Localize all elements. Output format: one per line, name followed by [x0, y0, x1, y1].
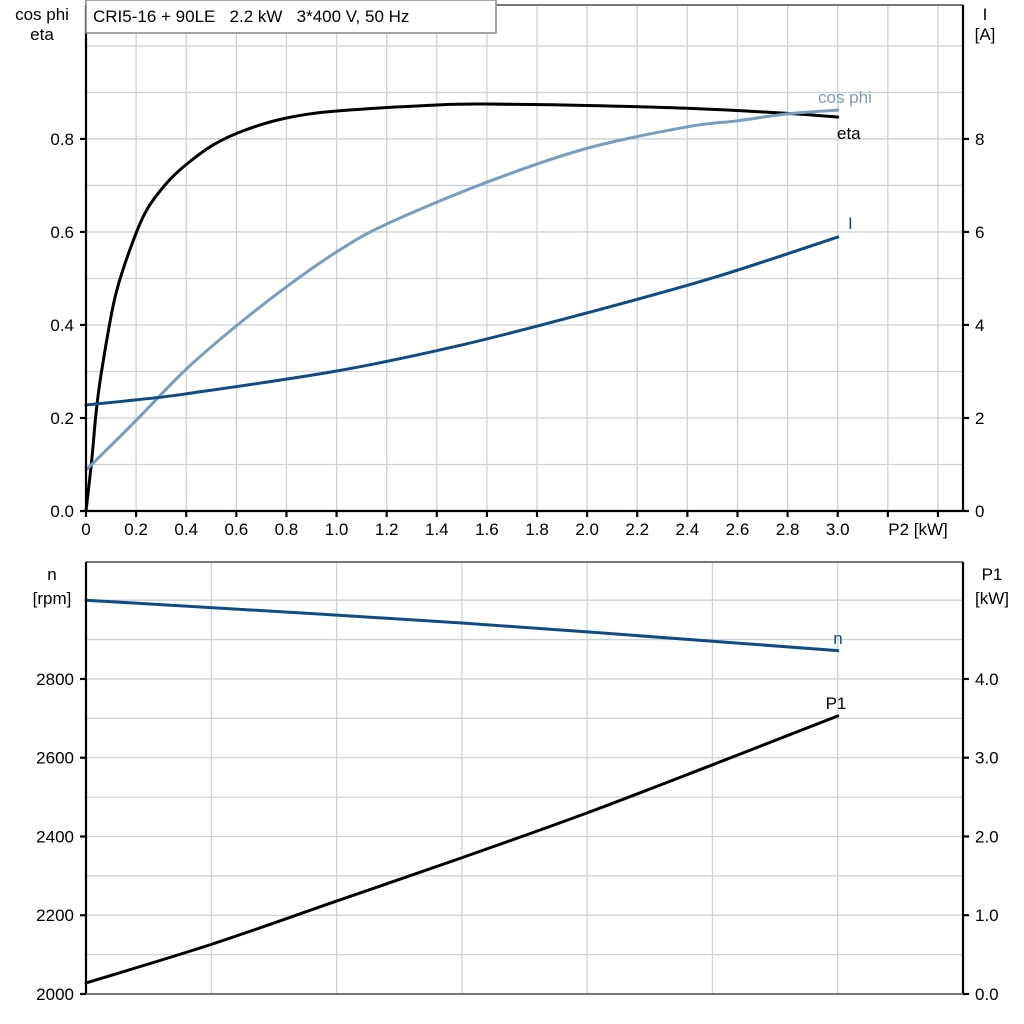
y-right-tick-label: 0.0	[975, 985, 999, 1004]
y-right-tick-label: 8	[975, 130, 984, 149]
y-left-tick-label: 0.4	[50, 316, 74, 335]
y-right-label-p1: P1	[982, 565, 1003, 584]
y-left-tick-label: 2200	[36, 906, 74, 925]
series-label-n: n	[833, 629, 842, 648]
y-left-label-cosphi: cos phi	[15, 5, 69, 24]
x-tick-label: 1.2	[375, 520, 399, 539]
y-right-tick-label: 6	[975, 223, 984, 242]
y-left-tick-label: 0.6	[50, 223, 74, 242]
x-tick-label: 0	[81, 520, 90, 539]
x-tick-label: 0.8	[275, 520, 299, 539]
series-n-curve	[84, 598, 840, 653]
chart-title: CRI5-16 + 90LE 2.2 kW 3*400 V, 50 Hz	[93, 7, 409, 26]
labels: CRI5-16 + 90LE 2.2 kW 3*400 V, 50 Hz cos…	[15, 0, 1009, 1004]
x-tick-label: 1.0	[325, 520, 349, 539]
top-grid	[86, 5, 963, 511]
y-left-tick-label: 2800	[36, 670, 74, 689]
y-left-tick-label: 2400	[36, 827, 74, 846]
y-right-label-i: I	[983, 5, 988, 24]
x-tick-label: 0.4	[174, 520, 198, 539]
x-tick-label: 0.6	[225, 520, 249, 539]
x-tick-label: 2.8	[776, 520, 800, 539]
y-left-label-eta: eta	[30, 25, 54, 44]
axes	[80, 4, 969, 996]
x-tick-label: 3.0	[826, 520, 850, 539]
series-i-curve	[84, 235, 840, 407]
series-label-i: I	[848, 214, 853, 233]
x-tick-label: 2.2	[625, 520, 649, 539]
y-left-tick-label: 2000	[36, 985, 74, 1004]
y-left-tick-label: 0.2	[50, 409, 74, 428]
curves	[84, 102, 840, 985]
y-right-tick-label: 4.0	[975, 670, 999, 689]
series-p1-curve	[84, 714, 840, 985]
x-tick-label: 1.6	[475, 520, 499, 539]
x-tick-label: 2.6	[726, 520, 750, 539]
series-eta-curve	[84, 102, 840, 513]
y-left-tick-label: 0.8	[50, 130, 74, 149]
y-right-tick-label: 2	[975, 409, 984, 428]
y-left-label-rpm: [rpm]	[33, 589, 72, 608]
y-right-tick-label: 3.0	[975, 749, 999, 768]
title-box	[85, 0, 497, 34]
y-left-tick-label: 0.0	[50, 502, 74, 521]
x-tick-label: 2.4	[676, 520, 700, 539]
y-right-tick-label: 0	[975, 502, 984, 521]
x-axis-label: P2 [kW]	[888, 520, 948, 539]
series-cos-phi-curve	[84, 108, 840, 472]
y-right-label-a: [A]	[975, 25, 996, 44]
x-tick-label: 0.2	[124, 520, 148, 539]
y-left-tick-label: 2600	[36, 749, 74, 768]
y-left-label-n: n	[47, 565, 56, 584]
series-label-p1: P1	[826, 694, 847, 713]
series-label-eta: eta	[837, 124, 861, 143]
x-tick-label: 2.0	[575, 520, 599, 539]
y-right-label-kw: [kW]	[975, 589, 1009, 608]
y-right-tick-label: 2.0	[975, 827, 999, 846]
series-label-cosphi: cos phi	[818, 88, 872, 107]
x-tick-label: 1.8	[525, 520, 549, 539]
y-right-tick-label: 4	[975, 316, 984, 335]
y-right-tick-label: 1.0	[975, 906, 999, 925]
x-tick-label: 1.4	[425, 520, 449, 539]
